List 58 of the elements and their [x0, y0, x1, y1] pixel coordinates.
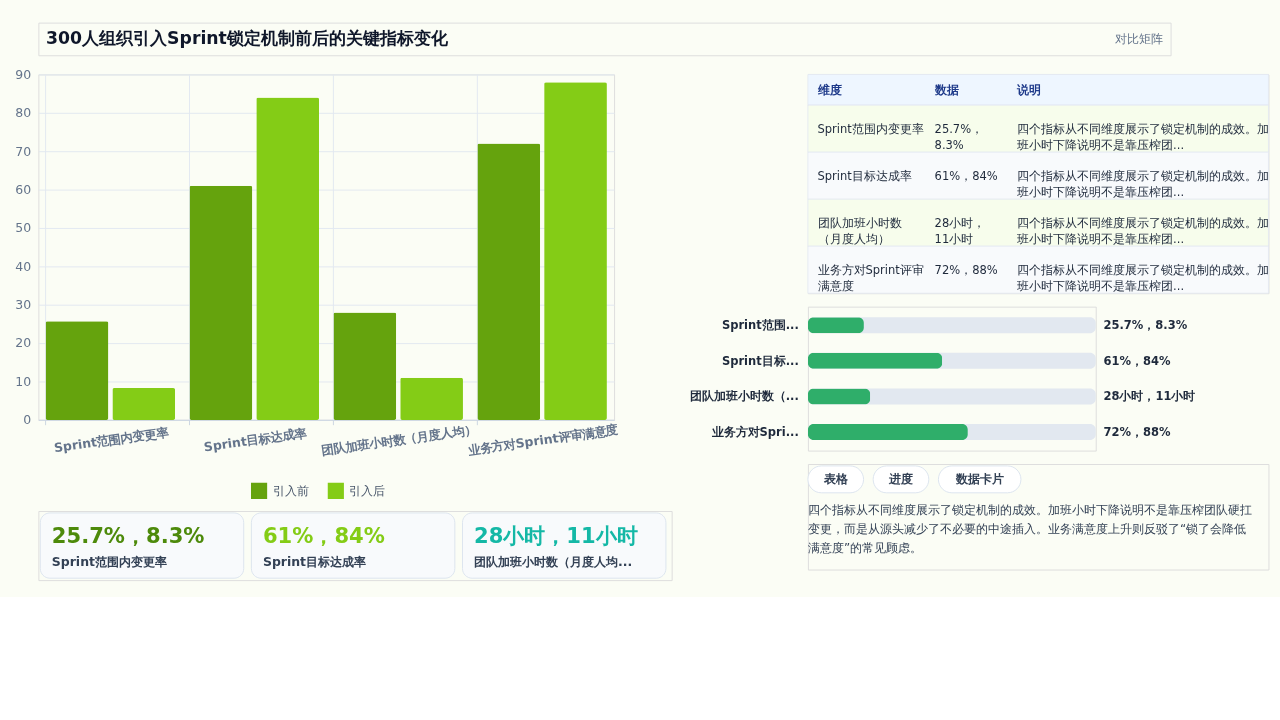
bar	[477, 143, 541, 420]
category-label: 说明	[1016, 82, 1042, 97]
text: 25.7%，8.3%	[51, 522, 205, 548]
text: 业务方对Sprint评审满意度	[817, 262, 924, 293]
text: Sprint范围内变更率	[817, 121, 924, 136]
text: Sprint目标达成率	[262, 553, 367, 569]
y-tick-label: 80	[15, 105, 32, 121]
category-label: 表格	[822, 471, 849, 487]
y-tick-label: 60	[15, 181, 32, 197]
text: 61%，84%	[1103, 353, 1171, 368]
text: 61%，84%	[934, 168, 998, 183]
text: 团队加班小时数（月度人均）	[817, 215, 902, 246]
text: 300人组织引入Sprint锁定机制前后的关键指标变化	[46, 27, 449, 48]
y-tick-label: 业务方对Spri...	[710, 424, 799, 439]
text: 四个指标从不同维度展示了锁定机制的成效。加班小时下降说明不是靠压榨团...	[1017, 215, 1270, 246]
y-tick-label: 0	[23, 412, 32, 428]
text: 25.7%，8.3%	[1103, 318, 1188, 333]
y-tick-label: 团队加班小时数（...	[689, 389, 799, 404]
bar	[544, 82, 607, 420]
x-tick-label: Sprint范围内变更率	[52, 424, 170, 456]
text: 28小时，11小时	[474, 522, 638, 548]
bar	[333, 312, 397, 420]
text: Sprint范围内变更率	[51, 553, 167, 569]
y-tick-label: 10	[15, 373, 32, 389]
y-tick-label: 20	[15, 335, 32, 351]
text: 28小时，11小时	[934, 215, 986, 246]
bar	[256, 97, 320, 420]
x-tick-label: Sprint目标达成率	[202, 425, 308, 455]
text: 61%，84%	[262, 522, 385, 548]
text: 四个指标从不同维度展示了锁定机制的成效。加班小时下降说明不是靠压榨团...	[1017, 121, 1270, 152]
bar	[400, 377, 463, 420]
legend-label: 引入前	[272, 482, 309, 498]
category-label: 数据	[933, 82, 959, 97]
text: 四个指标从不同维度展示了锁定机制的成效。加班小时下降说明不是靠压榨团队硬扛变更，而是从源头减少了不必要的中途插入。业务满意度上升则反驳了“锁了会降低满意度”的常见顾虑。	[807, 502, 1252, 556]
category-label: 进度	[887, 471, 913, 487]
text: 四个指标从不同维度展示了锁定机制的成效。加班小时下降说明不是靠压榨团...	[1017, 262, 1270, 293]
text: 25.7%，8.3%	[934, 121, 984, 152]
y-tick-label: 50	[15, 220, 32, 236]
text: 72%，88%	[934, 262, 998, 277]
category-label: 维度	[816, 82, 842, 97]
bar	[189, 185, 253, 420]
legend-label: 引入后	[349, 482, 386, 498]
category-label: 数据卡片	[954, 471, 1004, 487]
text: 四个指标从不同维度展示了锁定机制的成效。加班小时下降说明不是靠压榨团...	[1017, 168, 1270, 199]
y-tick-label: 30	[15, 297, 32, 313]
text: 团队加班小时数（月度人均...	[474, 553, 633, 569]
bar	[807, 388, 871, 405]
text: 28小时，11小时	[1103, 389, 1196, 404]
text: Sprint目标达成率	[817, 168, 912, 183]
y-tick-label: Sprint范围...	[721, 318, 799, 333]
bar	[45, 321, 109, 420]
y-tick-label: 90	[15, 66, 32, 82]
y-tick-label: 70	[15, 143, 32, 159]
text: 72%，88%	[1103, 424, 1171, 439]
text: 对比矩阵	[1114, 30, 1163, 46]
bar	[112, 388, 176, 420]
y-tick-label: 40	[15, 258, 32, 274]
y-tick-label: Sprint目标...	[721, 353, 799, 368]
